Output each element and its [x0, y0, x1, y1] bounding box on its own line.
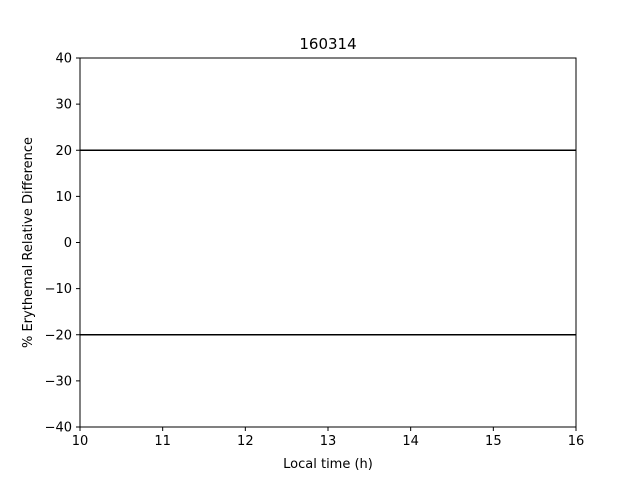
y-tick-label: 10	[55, 190, 72, 205]
y-tick-label: 40	[55, 52, 72, 67]
y-tick-label: 0	[64, 236, 72, 251]
x-tick-label: 16	[568, 434, 585, 449]
y-tick-label: −30	[45, 374, 72, 389]
chart-title: 160314	[299, 35, 356, 53]
y-tick-label: −40	[45, 421, 72, 436]
x-tick-label: 10	[72, 434, 89, 449]
x-tick-label: 15	[485, 434, 502, 449]
x-tick-label: 11	[154, 434, 171, 449]
y-axis-label: % Erythemal Relative Difference	[21, 137, 36, 348]
x-axis: 10 11 12 13 14 15 16	[72, 427, 585, 449]
x-tick-label: 12	[237, 434, 254, 449]
y-tick-label: 30	[55, 98, 72, 113]
x-tick-label: 14	[402, 434, 419, 449]
y-axis: −40 −30 −20 −10 0 10 20 30 40	[45, 52, 80, 436]
x-axis-label: Local time (h)	[283, 457, 373, 472]
x-tick-label: 13	[320, 434, 337, 449]
y-tick-label: −20	[45, 328, 72, 343]
y-tick-label: 20	[55, 144, 72, 159]
y-tick-label: −10	[45, 282, 72, 297]
plot-area	[80, 149, 576, 336]
plot-frame	[79, 57, 577, 428]
